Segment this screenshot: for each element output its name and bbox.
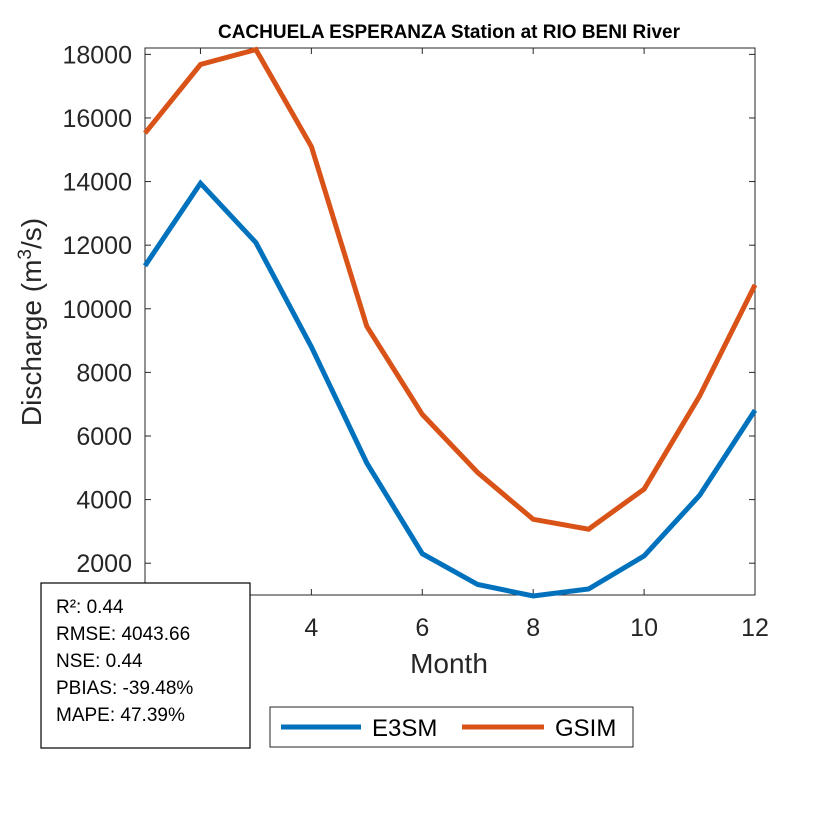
y-tick-label: 16000: [62, 105, 132, 133]
y-tick-label: 10000: [62, 296, 132, 324]
legend-label-e3sm: E3SM: [372, 715, 437, 742]
y-tick-label: 8000: [76, 359, 132, 387]
legend: E3SM GSIM: [269, 706, 634, 748]
y-axis-label: Discharge (m3/s): [15, 218, 47, 426]
stats-box-frame: [40, 582, 251, 749]
stats-r2: R²: 0.44: [56, 597, 124, 618]
series-lines: [142, 46, 758, 599]
y-tick-label: 12000: [62, 232, 132, 260]
stats-box: R²: 0.44 RMSE: 4043.66 NSE: 0.44 PBIAS: …: [40, 582, 251, 749]
x-tick-label: 12: [741, 614, 769, 642]
y-tick-label: 18000: [62, 41, 132, 69]
stats-pbias: PBIAS: -39.48%: [56, 678, 193, 699]
legend-label-gsim: GSIM: [555, 715, 616, 742]
x-tick-label: 4: [304, 614, 318, 642]
series-line-gsim: [143, 46, 758, 532]
x-axis-label: Month: [410, 648, 488, 679]
y-axis-label-main: Discharge (m: [16, 260, 47, 426]
x-tick-label: 8: [526, 614, 540, 642]
y-tick-label: 14000: [62, 169, 132, 197]
x-tick-label: 10: [630, 614, 658, 642]
plot-area: 2000 4000 6000 8000 10000 12000 14000 16000 1800…: [62, 41, 768, 642]
plot-frame: [144, 47, 756, 596]
stats-mape: MAPE: 47.39%: [56, 705, 185, 726]
y-axis: 2000 4000 6000 8000 10000 12000 14000 16000 1800…: [62, 41, 755, 578]
stats-nse: NSE: 0.44: [56, 651, 143, 672]
y-tick-label: 2000: [76, 550, 132, 578]
y-axis-label-superscript: 3: [15, 249, 36, 260]
y-tick-label: 6000: [76, 423, 132, 451]
x-tick-label: 6: [415, 614, 429, 642]
y-axis-label-end: /s): [16, 218, 47, 249]
series-line-e3sm: [142, 179, 758, 599]
y-tick-label: 4000: [76, 487, 132, 515]
chart-title: CACHUELA ESPERANZA Station at RIO BENI R…: [218, 22, 681, 43]
stats-rmse: RMSE: 4043.66: [56, 624, 190, 645]
